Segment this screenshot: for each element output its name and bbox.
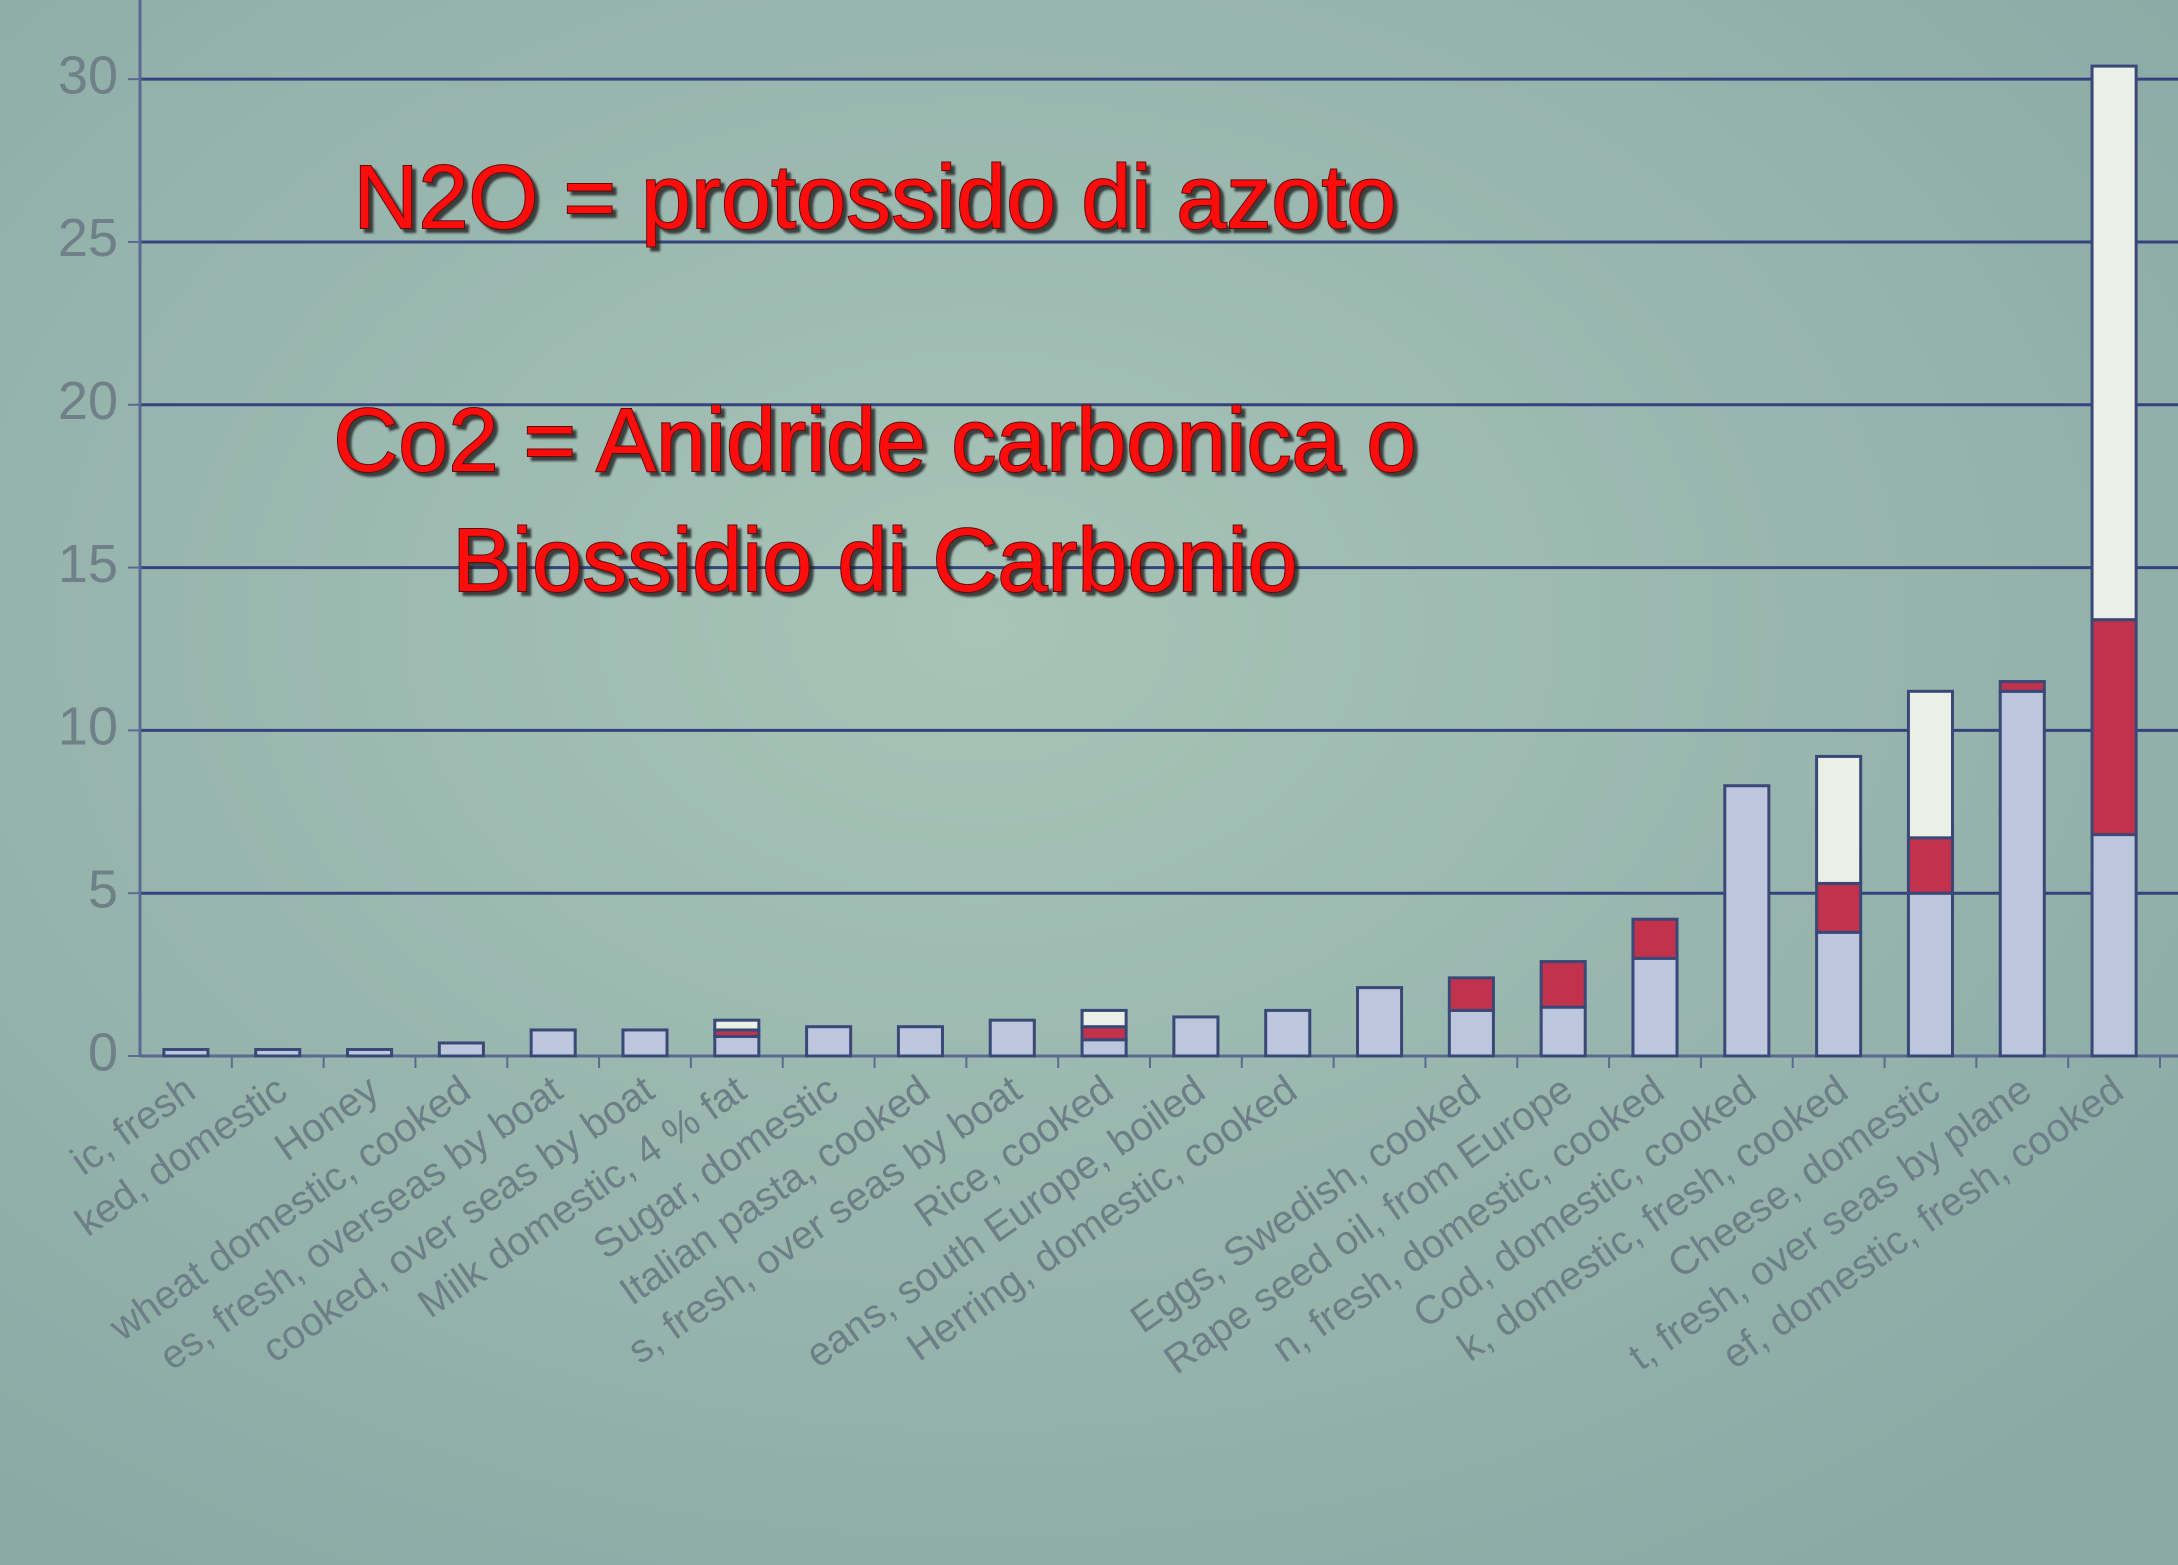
bar-segment bbox=[437, 1041, 485, 1058]
bar-segment bbox=[1631, 917, 1679, 960]
bar-segment bbox=[529, 1028, 577, 1058]
annotation: Biossidio di Carbonio bbox=[452, 511, 1297, 611]
bar-segment bbox=[621, 1028, 669, 1058]
bar-segment bbox=[805, 1025, 853, 1058]
bar-segment bbox=[1080, 1038, 1128, 1058]
y-tick-label: 15 bbox=[58, 534, 118, 594]
bar-segment bbox=[1539, 960, 1587, 1009]
bar-segment bbox=[1631, 956, 1679, 1058]
bar-segment bbox=[2090, 833, 2138, 1058]
bar-segment bbox=[896, 1025, 944, 1058]
bar-segment bbox=[1815, 754, 1863, 885]
bar-segment bbox=[1998, 680, 2046, 693]
bar-segment bbox=[1539, 1005, 1587, 1058]
bar-segment bbox=[1723, 784, 1771, 1058]
bar-segment bbox=[1356, 986, 1404, 1058]
bar-segment bbox=[1906, 891, 1954, 1058]
bar-segment bbox=[1998, 689, 2046, 1058]
bar-segment bbox=[1264, 1008, 1312, 1058]
annotation: Co2 = Anidride carbonica o bbox=[333, 391, 1416, 491]
bar-segment bbox=[1447, 1008, 1495, 1058]
bar-segment bbox=[1815, 881, 1863, 934]
y-tick-label: 20 bbox=[58, 371, 118, 431]
bar-segment bbox=[1447, 976, 1495, 1012]
y-tick-label: 10 bbox=[58, 697, 118, 757]
y-tick-label: 30 bbox=[58, 45, 118, 105]
bar-segment bbox=[713, 1034, 761, 1058]
bar-segment bbox=[254, 1047, 302, 1058]
y-tick-label: 0 bbox=[88, 1022, 118, 1082]
bar-segment bbox=[1815, 930, 1863, 1058]
bar-segment bbox=[1080, 1008, 1128, 1029]
bar-segment bbox=[1906, 836, 1954, 895]
bar-segment bbox=[1906, 689, 1954, 840]
bar-segment bbox=[713, 1018, 761, 1032]
bar-segment bbox=[2090, 64, 2138, 622]
bar-segment bbox=[346, 1047, 394, 1058]
bar-segment bbox=[1172, 1015, 1220, 1058]
bar-segment bbox=[2090, 618, 2138, 837]
annotation: N2O = protossido di azoto bbox=[353, 148, 1396, 248]
bar-segment bbox=[1080, 1025, 1128, 1042]
bar-segment bbox=[988, 1018, 1036, 1058]
y-tick-label: 25 bbox=[58, 208, 118, 268]
y-tick-label: 5 bbox=[88, 859, 118, 919]
bar-segment bbox=[162, 1047, 210, 1058]
